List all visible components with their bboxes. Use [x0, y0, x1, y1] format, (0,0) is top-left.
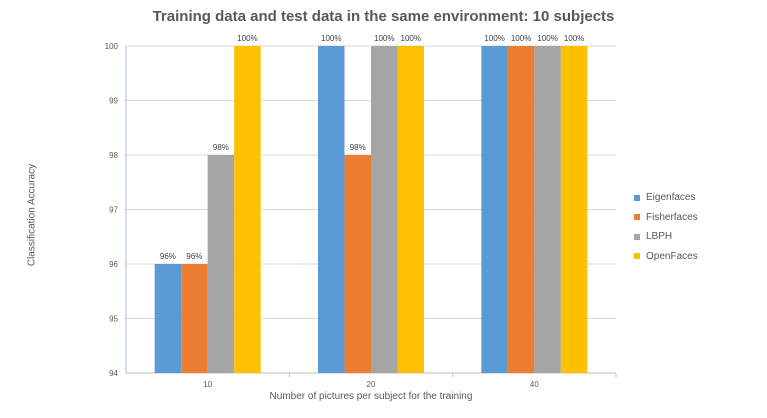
data-label: 98%	[213, 143, 229, 152]
y-tick-label: 99	[109, 97, 118, 106]
y-tick-label: 94	[109, 369, 118, 378]
y-tick-label: 97	[109, 206, 118, 215]
data-label: 100%	[564, 34, 584, 43]
bar-eigenfaces	[318, 46, 345, 373]
legend-item: OpenFaces	[634, 247, 698, 267]
legend: Eigenfaces Fisherfaces LBPH OpenFaces	[634, 188, 698, 266]
legend-swatch	[634, 194, 640, 201]
bar-openfaces	[560, 46, 588, 373]
bar-lbph	[534, 46, 561, 373]
legend-swatch	[634, 253, 640, 260]
legend-label: Fisherfaces	[646, 211, 698, 223]
data-label: 96%	[186, 252, 202, 261]
y-tick-label: 98	[109, 151, 118, 160]
data-label: 96%	[160, 252, 176, 261]
legend-item: Eigenfaces	[634, 188, 698, 208]
bar-lbph	[207, 155, 235, 373]
data-label: 100%	[321, 34, 341, 43]
legend-label: LBPH	[646, 231, 673, 243]
y-tick-label: 96	[109, 260, 118, 269]
bar-fisherfaces	[507, 46, 535, 373]
bar-fisherfaces	[344, 155, 371, 373]
legend-label: Eigenfaces	[646, 192, 696, 204]
x-tick-label: 20	[367, 380, 376, 389]
data-label: 100%	[401, 34, 421, 43]
bar-openfaces	[397, 46, 424, 373]
data-label: 100%	[237, 34, 257, 43]
bar-eigenfaces	[154, 264, 182, 373]
data-label: 100%	[537, 34, 557, 43]
x-axis-title: Number of pictures per subject for the t…	[269, 391, 473, 402]
legend-swatch	[634, 214, 640, 221]
bar-openfaces	[234, 46, 261, 373]
y-tick-label: 95	[109, 315, 118, 324]
bar-eigenfaces	[481, 46, 508, 373]
data-label: 100%	[511, 34, 531, 43]
legend-swatch	[634, 233, 640, 240]
data-label: 100%	[374, 34, 394, 43]
legend-label: OpenFaces	[646, 250, 698, 262]
bar-lbph	[371, 46, 398, 373]
x-tick-label: 10	[203, 380, 212, 389]
data-label: 100%	[484, 34, 504, 43]
legend-item: Fisherfaces	[634, 208, 698, 228]
x-tick-label: 40	[530, 380, 539, 389]
chart-title: Training data and test data in the same …	[152, 8, 615, 25]
bar-fisherfaces	[181, 264, 208, 373]
legend-item: LBPH	[634, 227, 698, 247]
data-label: 98%	[350, 143, 366, 152]
y-tick-label: 100	[105, 42, 119, 51]
